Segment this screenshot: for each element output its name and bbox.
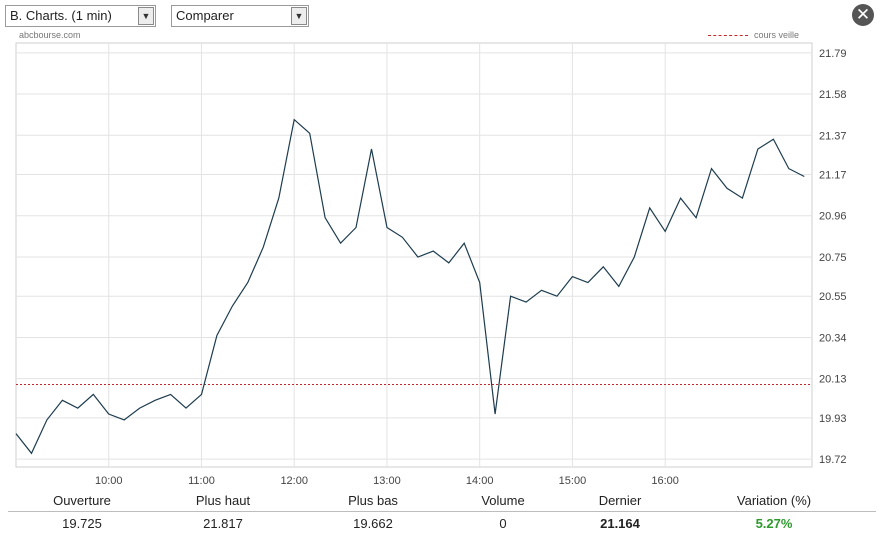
x-tick-label: 12:00 bbox=[280, 475, 308, 487]
price-line bbox=[15, 118, 805, 455]
compare-select[interactable]: Comparer ▼ bbox=[171, 5, 309, 27]
stat-label-high: Plus haut bbox=[195, 493, 251, 508]
y-tick-label: 20.13 bbox=[819, 374, 847, 386]
chevron-down-icon[interactable]: ▼ bbox=[291, 7, 307, 25]
stat-value-high: 21.817 bbox=[203, 516, 243, 531]
x-tick-label: 15:00 bbox=[559, 475, 587, 487]
compare-select-value: Comparer bbox=[176, 8, 234, 23]
stat-value-volume: 0 bbox=[499, 516, 507, 531]
stat-value-last: 21.164 bbox=[600, 516, 640, 531]
stat-value-open: 19.725 bbox=[62, 516, 102, 531]
stat-label-last: Dernier bbox=[598, 493, 642, 508]
y-tick-label: 21.37 bbox=[819, 130, 847, 142]
stat-value-low: 19.662 bbox=[353, 516, 393, 531]
stats-divider bbox=[8, 511, 876, 512]
source-label: abcbourse.com bbox=[19, 30, 81, 40]
stat-label-low: Plus bas bbox=[348, 493, 398, 508]
stat-value-variation: 5.27% bbox=[755, 516, 793, 531]
stat-label-open: Ouverture bbox=[53, 493, 111, 508]
legend: cours veille bbox=[708, 30, 799, 40]
price-chart: 19.72 19.93 20.13 20.34 20.55 20.75 20.96 21.17… bbox=[15, 42, 847, 487]
y-tick-label: 20.96 bbox=[819, 211, 847, 223]
period-select[interactable]: B. Charts. (1 min) ▼ bbox=[5, 5, 156, 27]
x-tick-label: 16:00 bbox=[651, 475, 679, 487]
legend-previous-close-label: cours veille bbox=[754, 30, 800, 40]
x-tick-label: 14:00 bbox=[466, 475, 494, 487]
y-tick-label: 21.58 bbox=[819, 89, 847, 101]
y-tick-label: 19.72 bbox=[819, 454, 847, 466]
y-tick-label: 21.79 bbox=[819, 48, 847, 60]
y-tick-label: 20.75 bbox=[819, 252, 847, 264]
chevron-down-icon[interactable]: ▼ bbox=[138, 7, 154, 25]
y-tick-label: 20.55 bbox=[819, 291, 847, 303]
x-tick-label: 11:00 bbox=[188, 475, 215, 487]
x-tick-label: 10:00 bbox=[95, 475, 123, 487]
legend-dash-icon bbox=[708, 35, 748, 37]
stat-label-variation: Variation (%) bbox=[736, 493, 812, 508]
y-tick-label: 19.93 bbox=[819, 413, 847, 425]
plot-area bbox=[15, 42, 813, 468]
stat-label-volume: Volume bbox=[481, 493, 525, 508]
close-icon[interactable]: ✕ bbox=[852, 4, 874, 26]
x-tick-label: 13:00 bbox=[373, 475, 401, 487]
y-tick-label: 20.34 bbox=[819, 332, 847, 344]
y-tick-label: 21.17 bbox=[819, 170, 847, 182]
period-select-value: B. Charts. (1 min) bbox=[10, 8, 112, 23]
